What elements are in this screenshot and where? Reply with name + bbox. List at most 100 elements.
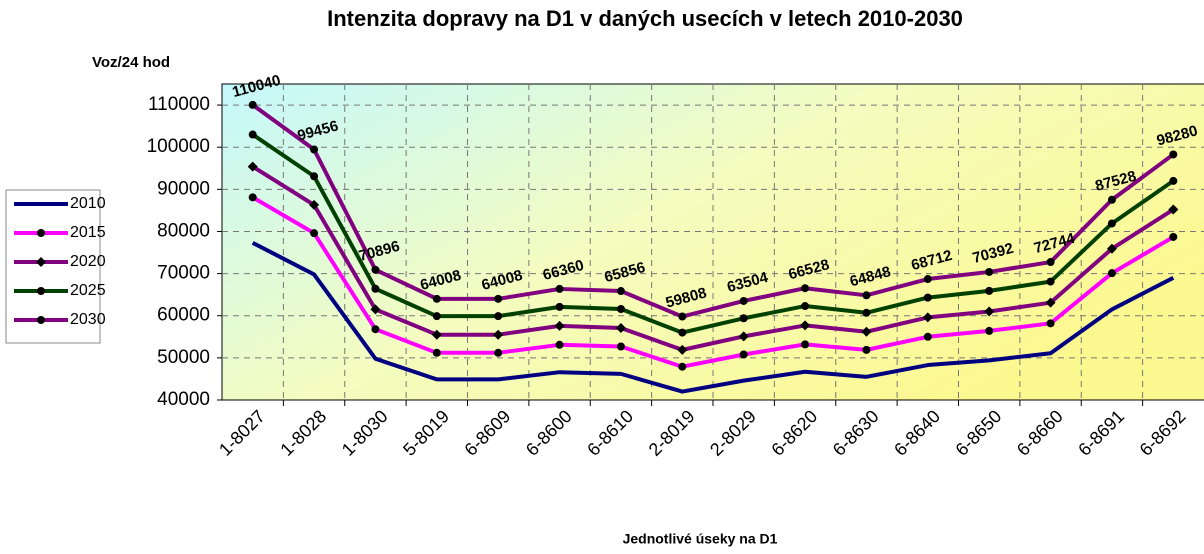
point <box>371 284 380 293</box>
series-line <box>251 241 1175 394</box>
point <box>431 329 442 340</box>
y-tick-label: 100000 <box>147 136 210 157</box>
chart-title: Intenzita dopravy na D1 v daných usecích… <box>327 6 963 31</box>
legend-label: 2010 <box>70 195 106 212</box>
y-tick-label: 90000 <box>157 178 210 199</box>
point <box>432 312 441 321</box>
point <box>432 294 441 303</box>
point <box>678 362 687 371</box>
point <box>1169 150 1178 159</box>
legend-label: 2015 <box>70 224 106 241</box>
point <box>923 293 932 302</box>
x-tick-label: 6-8609 <box>461 406 515 460</box>
x-tick-label: 6-8600 <box>522 406 576 460</box>
x-tick-label: 6-8691 <box>1074 406 1128 460</box>
point <box>371 265 380 274</box>
y-axis-label: Voz/24 hod <box>92 54 170 71</box>
x-tick-label: 6-8692 <box>1136 406 1190 460</box>
point <box>985 286 994 295</box>
point <box>371 325 380 334</box>
legend-label: 2030 <box>70 311 106 328</box>
series-line <box>251 103 1175 319</box>
series-line <box>251 164 1175 352</box>
point <box>1046 277 1055 286</box>
point <box>555 340 564 349</box>
y-tick-label: 70000 <box>157 263 210 284</box>
point <box>494 348 503 357</box>
point <box>677 344 688 355</box>
point <box>432 348 441 357</box>
y-tick-label: 110000 <box>148 94 210 115</box>
point <box>247 161 258 172</box>
x-tick-label: 6-8640 <box>890 406 944 460</box>
point <box>248 130 257 139</box>
x-tick-label: 6-8660 <box>1013 406 1067 460</box>
point <box>1168 204 1179 215</box>
x-tick-label: 6-8610 <box>583 406 637 460</box>
point <box>310 172 319 181</box>
x-tick-label: 2-8029 <box>706 406 760 460</box>
point <box>310 229 319 238</box>
point <box>1169 232 1178 241</box>
point <box>493 329 504 340</box>
y-tick-label: 40000 <box>157 389 210 410</box>
point <box>554 320 565 331</box>
legend-label: 2025 <box>70 282 106 299</box>
point <box>1107 195 1116 204</box>
point <box>1107 269 1116 278</box>
point <box>370 304 381 315</box>
point <box>923 332 932 341</box>
point <box>985 326 994 335</box>
point <box>309 199 320 210</box>
point <box>248 100 257 109</box>
x-tick-label: 6-8630 <box>829 406 883 460</box>
point <box>801 340 810 349</box>
point <box>1045 297 1056 308</box>
point <box>1046 258 1055 267</box>
point <box>1106 243 1117 254</box>
point <box>37 316 45 324</box>
point <box>310 145 319 154</box>
x-tick-label: 1-8027 <box>215 406 269 460</box>
point <box>739 296 748 305</box>
point <box>862 345 871 354</box>
point <box>616 287 625 296</box>
x-tick-label: 6-8650 <box>952 406 1006 460</box>
point <box>616 342 625 351</box>
point <box>800 320 811 331</box>
point <box>801 284 810 293</box>
point <box>738 331 749 342</box>
x-tick-label: 1-8030 <box>338 406 392 460</box>
x-tick-label: 6-8620 <box>767 406 821 460</box>
x-tick-label: 2-8019 <box>645 406 699 460</box>
point <box>678 328 687 337</box>
point <box>555 302 564 311</box>
x-tick-label: 5-8019 <box>399 406 453 460</box>
x-tick-label: 1-8028 <box>276 406 330 460</box>
point <box>862 308 871 317</box>
x-axis-label: Jednotlivé úseky na D1 <box>623 531 778 547</box>
point <box>1169 176 1178 185</box>
point <box>37 229 45 237</box>
series-line <box>251 132 1175 335</box>
point <box>922 312 933 323</box>
point <box>739 314 748 323</box>
point <box>615 322 626 333</box>
point <box>1046 319 1055 328</box>
point <box>494 294 503 303</box>
y-tick-label: 50000 <box>157 347 210 368</box>
point <box>37 287 45 295</box>
point <box>678 312 687 321</box>
point <box>555 284 564 293</box>
point <box>494 312 503 321</box>
point <box>801 302 810 311</box>
point <box>984 306 995 317</box>
y-tick-label: 60000 <box>157 305 210 326</box>
series-line <box>251 195 1175 369</box>
point <box>248 193 257 202</box>
point <box>739 350 748 359</box>
point <box>862 291 871 300</box>
legend-label: 2020 <box>70 253 106 270</box>
point <box>923 275 932 284</box>
